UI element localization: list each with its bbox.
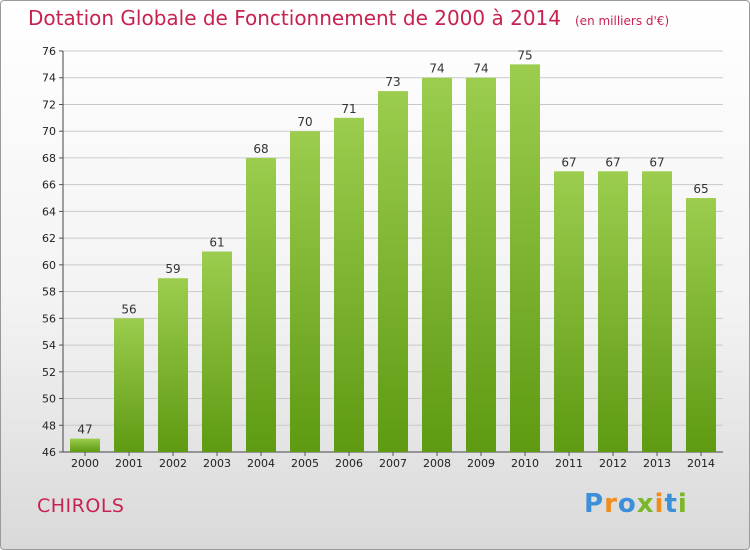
x-tick-label: 2013: [643, 457, 671, 470]
bar-2002: [158, 278, 188, 452]
bar-value-label: 73: [385, 75, 400, 89]
bar-2013: [642, 171, 672, 453]
logo-letter: t: [664, 489, 678, 519]
x-tick-label: 2010: [511, 457, 539, 470]
bar-2014: [686, 198, 716, 452]
logo-letter: x: [636, 489, 655, 519]
bar-value-label: 68: [253, 142, 268, 156]
y-tick-label: 48: [42, 419, 56, 432]
x-tick-label: 2003: [203, 457, 231, 470]
bar-2003: [202, 251, 232, 452]
x-tick-label: 2000: [71, 457, 99, 470]
x-tick-label: 2004: [247, 457, 275, 470]
bar-2001: [114, 318, 144, 452]
y-tick-label: 74: [42, 72, 56, 85]
bar-2000: [70, 438, 100, 452]
bar-2006: [334, 117, 364, 452]
bar-2011: [554, 171, 584, 453]
y-tick-label: 64: [42, 205, 56, 218]
y-tick-label: 70: [42, 125, 56, 138]
x-tick-label: 2014: [687, 457, 715, 470]
chart-title: Dotation Globale de Fonctionnement de 20…: [28, 6, 561, 30]
bar-value-label: 71: [341, 102, 356, 116]
y-tick-label: 46: [42, 446, 56, 459]
bar-value-label: 67: [649, 155, 664, 169]
bar-value-label: 67: [561, 155, 576, 169]
bar-value-label: 47: [77, 423, 92, 437]
x-tick-label: 2008: [423, 457, 451, 470]
chart-title-block: Dotation Globale de Fonctionnement de 20…: [28, 6, 669, 30]
y-tick-label: 66: [42, 179, 56, 192]
bar-2009: [466, 77, 496, 452]
y-tick-label: 76: [42, 45, 56, 58]
bar-value-label: 74: [473, 62, 488, 76]
logo-letter: o: [617, 489, 637, 519]
bar-2010: [510, 64, 540, 452]
bar-value-label: 70: [297, 115, 312, 129]
bar-value-label: 61: [209, 236, 224, 250]
y-tick-label: 60: [42, 259, 56, 272]
x-tick-label: 2012: [599, 457, 627, 470]
proxiti-logo: Proxiti: [584, 489, 688, 519]
x-tick-label: 2007: [379, 457, 407, 470]
bar-value-label: 74: [429, 62, 444, 76]
y-tick-label: 52: [42, 366, 56, 379]
bar-value-label: 59: [165, 262, 180, 276]
x-tick-label: 2005: [291, 457, 319, 470]
y-tick-label: 50: [42, 393, 56, 406]
bar-2004: [246, 157, 276, 452]
y-tick-label: 62: [42, 232, 56, 245]
x-tick-label: 2011: [555, 457, 583, 470]
chart-unit: (en milliers d'€): [575, 14, 670, 28]
bar-2012: [598, 171, 628, 453]
bar-value-label: 56: [121, 302, 136, 316]
x-tick-label: 2001: [115, 457, 143, 470]
x-tick-label: 2009: [467, 457, 495, 470]
bar-value-label: 65: [693, 182, 708, 196]
bar-value-label: 67: [605, 155, 620, 169]
x-tick-label: 2006: [335, 457, 363, 470]
commune-name: CHIROLS: [37, 495, 125, 517]
y-tick-label: 58: [42, 286, 56, 299]
logo-letter: i: [654, 489, 665, 519]
bar-2005: [290, 131, 320, 452]
x-tick-label: 2002: [159, 457, 187, 470]
bar-value-label: 75: [517, 48, 532, 62]
y-tick-label: 54: [42, 339, 56, 352]
y-tick-label: 72: [42, 98, 56, 111]
bar-2007: [378, 91, 408, 452]
y-tick-label: 56: [42, 312, 56, 325]
bar-2008: [422, 77, 452, 452]
logo-letter: r: [604, 489, 618, 519]
logo-letter: i: [677, 489, 688, 519]
y-tick-label: 68: [42, 152, 56, 165]
logo-letter: P: [584, 489, 605, 519]
